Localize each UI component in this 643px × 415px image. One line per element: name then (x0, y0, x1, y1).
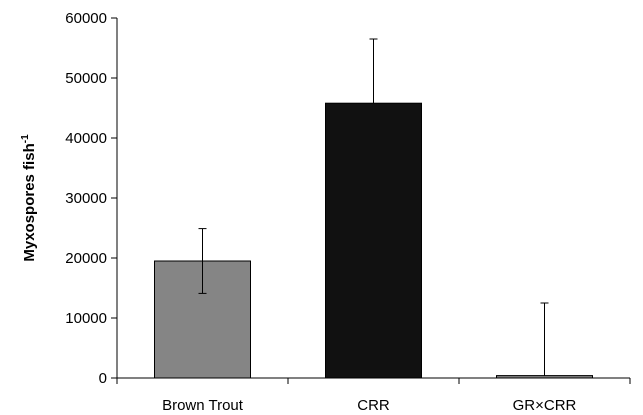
y-axis-label-superscript: -1 (20, 134, 31, 143)
y-tick-label: 0 (99, 370, 107, 387)
bar (325, 102, 422, 379)
y-tick-label: 60000 (65, 10, 107, 27)
y-tick-label: 20000 (65, 250, 107, 267)
y-tick-label: 50000 (65, 70, 107, 87)
y-axis-label: Myxospores fish-1 (20, 134, 38, 262)
x-category-label: GR×CRR (513, 397, 577, 414)
y-tick-label: 30000 (65, 190, 107, 207)
y-tick-label: 10000 (65, 310, 107, 327)
x-category-label: CRR (357, 397, 390, 414)
y-tick-label: 40000 (65, 130, 107, 147)
x-category-label: Brown Trout (162, 397, 244, 414)
bar (496, 375, 593, 379)
